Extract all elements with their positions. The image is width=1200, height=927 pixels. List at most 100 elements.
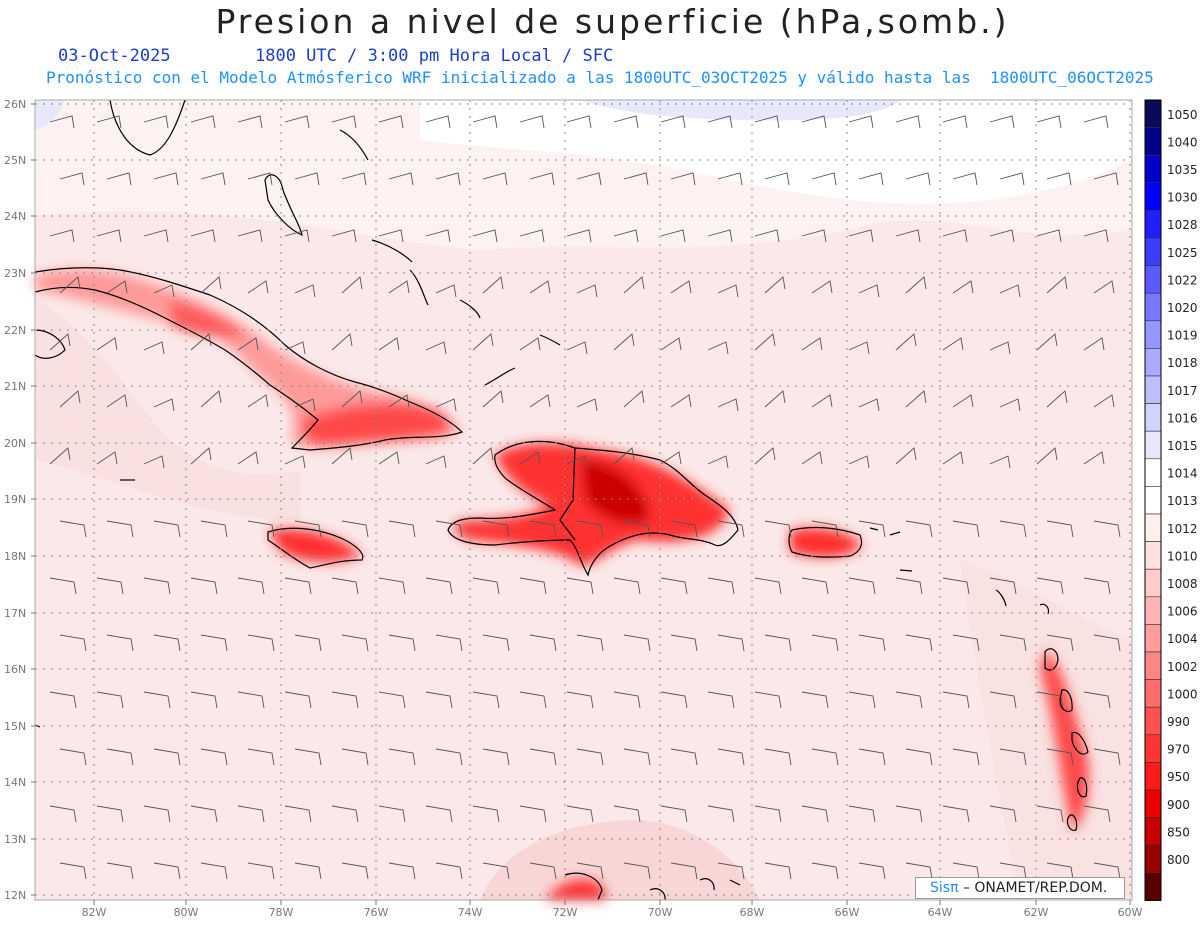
- colorbar-label: 1050: [1167, 108, 1198, 122]
- wind-barb: [707, 691, 735, 709]
- wind-barb: [388, 394, 410, 408]
- wind-barb: [801, 577, 829, 595]
- wind-barb: [519, 691, 547, 709]
- wind-barb: [472, 115, 498, 129]
- wind-barb: [49, 229, 75, 243]
- wind-barb: [59, 172, 85, 186]
- wind-barb: [660, 229, 686, 243]
- wind-barb: [754, 115, 780, 129]
- wind-barb: [106, 520, 134, 538]
- wind-barb: [989, 115, 1015, 129]
- colorbar-swatch: [1144, 651, 1162, 680]
- wind-barb: [858, 748, 886, 766]
- wind-barb: [989, 455, 1011, 469]
- wind-barb: [764, 276, 786, 294]
- wind-barb: [247, 862, 275, 880]
- wind-barb: [1083, 577, 1111, 595]
- colorbar-swatch: [1144, 817, 1162, 846]
- lon-label: 82W: [82, 906, 107, 919]
- wind-barb: [811, 172, 837, 186]
- wind-barb: [106, 862, 134, 880]
- wind-barb: [247, 748, 275, 766]
- wind-barb: [707, 341, 729, 355]
- wind-barb: [153, 172, 179, 186]
- wind-barb: [764, 862, 792, 880]
- low-pressure-east: [960, 560, 1132, 900]
- lat-label: 17N: [4, 607, 26, 620]
- coastlines: [34, 99, 1089, 901]
- wind-barb: [754, 447, 776, 465]
- lat-label: 18N: [4, 550, 26, 563]
- wind-barb: [895, 115, 921, 129]
- wind-barb: [623, 748, 651, 766]
- wind-barb: [519, 115, 545, 129]
- wind-barb: [425, 341, 447, 355]
- wind-barb: [707, 115, 733, 129]
- wind-barb: [999, 862, 1027, 880]
- wind-barb: [905, 390, 927, 408]
- colorbar-label: 1004: [1167, 632, 1198, 646]
- wind-barb: [1036, 805, 1064, 823]
- wind-barb: [999, 520, 1027, 538]
- wind-barb: [670, 394, 692, 408]
- wind-barb: [143, 455, 165, 469]
- wind-barb: [999, 634, 1027, 652]
- colorbar-swatch: [1144, 154, 1162, 184]
- colorbar-label: 1010: [1167, 549, 1198, 563]
- wind-barb: [106, 394, 128, 408]
- wind-barb: [529, 748, 557, 766]
- wind-barb: [190, 229, 216, 243]
- wind-barb: [811, 748, 839, 766]
- wind-barb: [989, 577, 1017, 595]
- wind-barb: [435, 862, 463, 880]
- wind-barb: [576, 748, 604, 766]
- wind-barb: [905, 520, 933, 538]
- wind-barb: [425, 577, 453, 595]
- wind-barb: [1083, 115, 1109, 129]
- wind-barb: [190, 577, 218, 595]
- lon-label: 60W: [1118, 906, 1143, 919]
- wind-barb: [717, 172, 743, 186]
- wind-barb: [1083, 805, 1111, 823]
- wind-barb: [811, 280, 833, 294]
- wind-barb: [848, 691, 876, 709]
- wind-barb: [1093, 862, 1121, 880]
- wind-barb: [576, 284, 598, 298]
- wind-barb: [425, 229, 451, 243]
- colorbar-swatch: [1144, 541, 1162, 570]
- colorbar-swatch: [1144, 292, 1162, 322]
- wind-barb: [519, 451, 541, 465]
- forecast-note: Pronóstico con el Modelo Atmósferico WRF…: [46, 68, 1154, 87]
- wind-barb: [670, 634, 698, 652]
- colorbar-label: 1022: [1167, 273, 1198, 287]
- wind-barb: [153, 520, 181, 538]
- colorbar-swatch: [1144, 486, 1162, 515]
- wind-barb: [482, 748, 510, 766]
- colorbar-label: 1020: [1167, 301, 1198, 315]
- wind-barb: [200, 276, 222, 294]
- lat-label: 13N: [4, 833, 26, 846]
- lon-label: 76W: [364, 906, 389, 919]
- wind-barb: [576, 398, 598, 412]
- wind-barb: [623, 862, 651, 880]
- lon-label: 78W: [269, 906, 294, 919]
- colorbar-swatch: [1144, 237, 1162, 266]
- high-pressure-core: [420, 100, 1132, 204]
- wind-barb: [989, 805, 1017, 823]
- wind-barb: [566, 341, 588, 355]
- wind-barb: [519, 805, 547, 823]
- wind-barb: [519, 337, 541, 351]
- wind-barb: [1036, 333, 1058, 351]
- wind-barb: [858, 398, 880, 412]
- lat-label: 21N: [4, 380, 26, 393]
- wind-barb: [49, 805, 77, 823]
- wind-barb: [613, 805, 641, 823]
- colorbar-swatch: [1144, 127, 1162, 156]
- wind-barb: [143, 577, 171, 595]
- wind-barb: [1046, 390, 1068, 408]
- wind-barb: [59, 634, 87, 652]
- wind-barb: [707, 455, 729, 469]
- wind-barb: [848, 229, 874, 243]
- wind-barb: [566, 455, 588, 469]
- wind-barb: [200, 390, 222, 408]
